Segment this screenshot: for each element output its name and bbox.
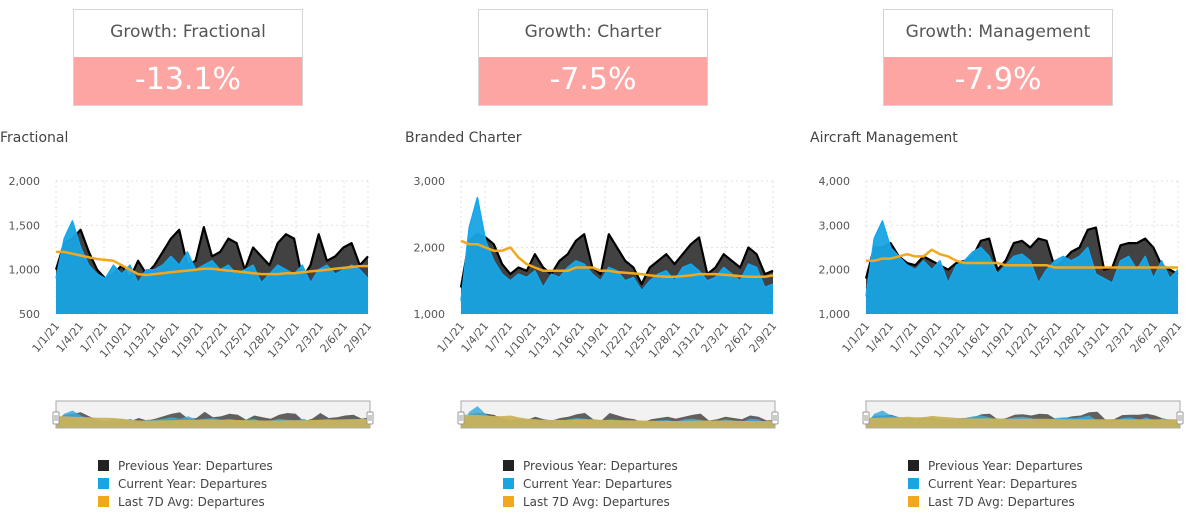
panel-branded-charter: Growth: Charter -7.5% Branded Charter 3,…: [405, 0, 810, 527]
navigator-avg-area: [461, 414, 775, 428]
chart-title: Aircraft Management: [810, 130, 958, 146]
chart-title: Branded Charter: [405, 130, 522, 146]
legend-swatch: [908, 460, 919, 471]
legend-swatch: [503, 478, 514, 489]
kpi-card: Growth: Fractional -13.1%: [73, 9, 303, 106]
current-year-series-area: [56, 220, 368, 314]
navigator-right-handle: [366, 411, 374, 425]
legend-swatch: [98, 460, 109, 471]
legend-label: Current Year: Departures: [928, 477, 1078, 491]
kpi-value: -7.9%: [884, 57, 1112, 105]
panel-fractional: Growth: Fractional -13.1% Fractional 2,0…: [0, 0, 405, 527]
y-tick-label: 1,000: [414, 308, 446, 321]
current-year-series-area: [461, 197, 773, 314]
range-navigator[interactable]: [455, 398, 781, 432]
kpi-title: Growth: Management: [905, 22, 1091, 42]
legend-item-current-year[interactable]: Current Year: Departures: [908, 475, 1083, 493]
legend-label: Previous Year: Departures: [928, 459, 1083, 473]
legend-swatch: [908, 496, 919, 507]
legend-item-current-year[interactable]: Current Year: Departures: [98, 475, 273, 493]
y-tick-label: 3,000: [414, 175, 446, 188]
y-tick-label: 1,500: [9, 219, 41, 232]
legend-swatch: [98, 478, 109, 489]
range-navigator[interactable]: [50, 398, 376, 432]
navigator-avg-area: [56, 416, 370, 428]
legend-swatch: [503, 460, 514, 471]
legend-swatch: [98, 496, 109, 507]
chart-title: Fractional: [0, 130, 69, 146]
last-7d-avg-line: [56, 250, 368, 277]
previous-year-series-line: [864, 226, 1179, 279]
current-year-series-line: [865, 220, 1179, 297]
last-7d-avg-line: [460, 239, 774, 279]
legend-label: Current Year: Departures: [523, 477, 673, 491]
navigator-left-handle: [457, 411, 465, 425]
legend-swatch: [503, 496, 514, 507]
current-year-series-line: [55, 220, 369, 284]
y-tick-label: 3,000: [819, 219, 851, 232]
y-tick-label: 500: [19, 308, 40, 321]
area-chart[interactable]: 2,0001,5001,0005001/1/211/4/211/7/211/10…: [0, 168, 400, 368]
y-tick-label: 1,000: [819, 308, 851, 321]
legend-item-current-year[interactable]: Current Year: Departures: [503, 475, 678, 493]
range-navigator[interactable]: [860, 398, 1186, 432]
kpi-value: -7.5%: [479, 57, 707, 105]
navigator-left-handle: [52, 411, 60, 425]
legend-item-last-7d-avg[interactable]: Last 7D Avg: Departures: [98, 493, 273, 511]
area-chart[interactable]: 3,0002,0001,0001/1/211/4/211/7/211/10/21…: [405, 168, 805, 368]
legend: Previous Year: Departures Current Year: …: [908, 457, 1083, 511]
legend-label: Previous Year: Departures: [523, 459, 678, 473]
legend-item-previous-year[interactable]: Previous Year: Departures: [503, 457, 678, 475]
navigator-right-handle: [771, 411, 779, 425]
legend: Previous Year: Departures Current Year: …: [98, 457, 273, 511]
panel-aircraft-management: Growth: Management -7.9% Aircraft Manage…: [810, 0, 1190, 527]
kpi-title: Growth: Charter: [524, 22, 662, 42]
current-year-series-line: [460, 196, 774, 301]
kpi-card: Growth: Charter -7.5%: [478, 9, 708, 106]
legend-item-last-7d-avg[interactable]: Last 7D Avg: Departures: [908, 493, 1083, 511]
last-7d-avg-line: [866, 248, 1178, 269]
legend-label: Last 7D Avg: Departures: [523, 495, 670, 509]
navigator-avg-area: [866, 415, 1180, 428]
navigator-right-handle: [1176, 411, 1184, 425]
y-tick-label: 2,000: [414, 242, 446, 255]
kpi-card: Growth: Management -7.9%: [883, 9, 1113, 106]
y-tick-label: 4,000: [819, 175, 851, 188]
legend-label: Previous Year: Departures: [118, 459, 273, 473]
y-tick-label: 1,000: [9, 264, 41, 277]
legend-item-last-7d-avg[interactable]: Last 7D Avg: Departures: [503, 493, 678, 511]
current-year-series-area: [866, 220, 1178, 314]
kpi-title: Growth: Fractional: [110, 22, 266, 42]
legend-swatch: [908, 478, 919, 489]
legend: Previous Year: Departures Current Year: …: [503, 457, 678, 511]
previous-year-series-line: [459, 233, 774, 288]
legend-item-previous-year[interactable]: Previous Year: Departures: [98, 457, 273, 475]
y-tick-label: 2,000: [819, 264, 851, 277]
y-tick-label: 2,000: [9, 175, 41, 188]
navigator-left-handle: [862, 411, 870, 425]
area-chart[interactable]: 4,0003,0002,0001,0001/1/211/4/211/7/211/…: [810, 168, 1190, 368]
legend-item-previous-year[interactable]: Previous Year: Departures: [908, 457, 1083, 475]
legend-label: Last 7D Avg: Departures: [118, 495, 265, 509]
kpi-value: -13.1%: [74, 57, 302, 105]
legend-label: Current Year: Departures: [118, 477, 268, 491]
legend-label: Last 7D Avg: Departures: [928, 495, 1075, 509]
